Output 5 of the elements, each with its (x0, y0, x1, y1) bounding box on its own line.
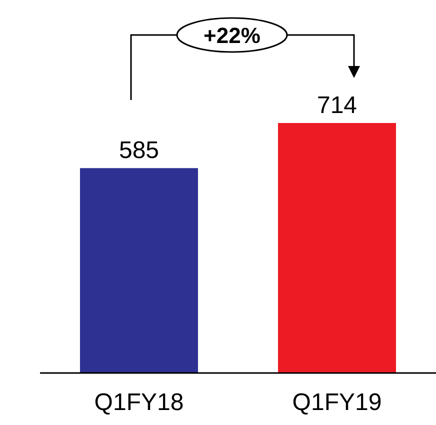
x-tick-label: Q1FY19 (292, 389, 382, 416)
text: +22% (204, 23, 260, 48)
data-label: 585 (118, 137, 160, 164)
x-tick-label: Q1FY18 (94, 389, 184, 416)
data-label: 714 (316, 92, 358, 119)
